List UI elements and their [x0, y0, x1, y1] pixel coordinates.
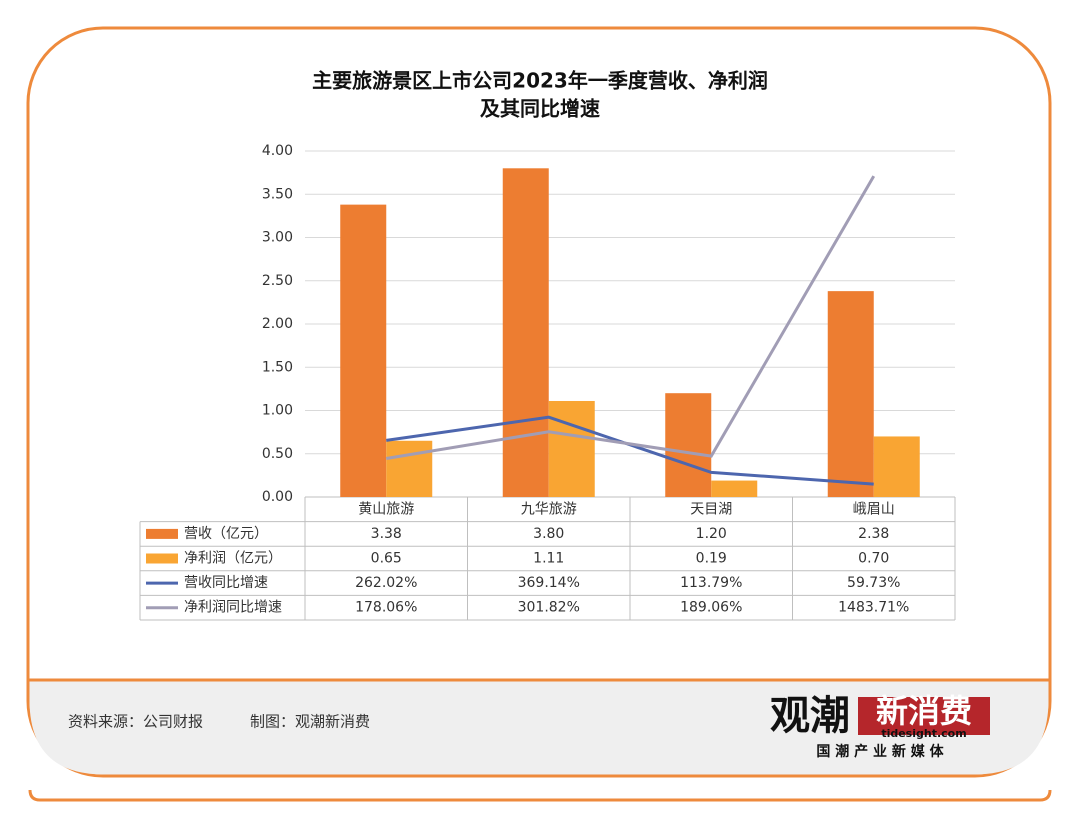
table-value: 59.73%	[847, 575, 900, 591]
y-tick-label: 1.00	[262, 403, 293, 419]
logo-slogan: 国 潮 产 业 新 媒 体	[816, 743, 944, 760]
maker: 制图：观潮新消费	[250, 713, 370, 731]
x-tick-label: 峨眉山	[853, 501, 895, 517]
bar	[386, 440, 433, 497]
chart-title: 主要旅游景区上市公司2023年一季度营收、净利润	[312, 69, 768, 93]
legend-label: 营收（亿元）	[184, 526, 268, 542]
logo-name: 观潮	[770, 693, 850, 739]
table-value: 1.20	[696, 526, 727, 542]
x-tick-label: 天目湖	[690, 501, 732, 517]
table-value: 0.70	[858, 551, 889, 567]
legend-label: 净利润同比增速	[184, 600, 282, 616]
legend-swatch	[146, 528, 178, 539]
footer-band	[29, 680, 1049, 775]
bar	[548, 400, 595, 497]
table-value: 1.11	[533, 551, 564, 567]
bar	[711, 480, 758, 497]
bar	[665, 393, 712, 497]
y-tick-label: 3.00	[262, 230, 293, 246]
table-value: 369.14%	[518, 575, 580, 591]
y-tick-label: 1.50	[262, 359, 293, 375]
table-value: 2.38	[858, 526, 889, 542]
legend-label: 净利润（亿元）	[184, 551, 282, 567]
x-tick-label: 黄山旅游	[358, 500, 414, 517]
table-value: 301.82%	[518, 600, 580, 616]
bar	[827, 291, 874, 497]
bar	[873, 436, 920, 497]
y-tick-label: 0.50	[262, 446, 293, 462]
table-value: 113.79%	[680, 575, 742, 591]
line	[386, 175, 876, 460]
legend-swatch	[146, 553, 178, 564]
table-value: 3.38	[371, 526, 402, 542]
frame-bottom	[28, 789, 1052, 802]
table-value: 1483.71%	[838, 600, 909, 616]
table-value: 189.06%	[680, 600, 742, 616]
table-value: 178.06%	[355, 600, 417, 616]
logo-name: 新消费	[876, 692, 972, 730]
x-tick-label: 九华旅游	[521, 501, 577, 517]
bar	[502, 168, 549, 498]
y-tick-label: 0.00	[262, 489, 293, 505]
legend-label: 营收同比增速	[184, 575, 268, 591]
table-value: 0.65	[371, 551, 402, 567]
bar	[340, 204, 387, 497]
y-tick-label: 2.50	[262, 273, 293, 289]
chart-title: 及其同比增速	[480, 97, 600, 121]
y-tick-label: 3.50	[262, 186, 293, 202]
table-value: 0.19	[696, 551, 727, 567]
table-value: 262.02%	[355, 575, 417, 591]
logo-domain: tidesight.com	[881, 727, 966, 740]
y-tick-label: 2.00	[262, 316, 293, 332]
y-tick-label: 4.00	[262, 143, 293, 159]
source: 资料来源：公司财报	[68, 713, 203, 731]
table-value: 3.80	[533, 526, 564, 542]
logo-bg	[858, 697, 990, 735]
